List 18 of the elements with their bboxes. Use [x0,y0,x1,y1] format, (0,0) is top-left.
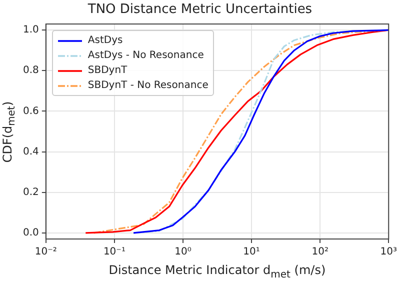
x-tick-label: 10³ [380,246,397,258]
chart-title: TNO Distance Metric Uncertainties [86,2,314,17]
x-tick-label: 10² [312,246,328,258]
legend-label: AstDys [88,35,123,46]
x-tick-label: 10⁰ [174,246,192,258]
legend-label: AstDys - No Resonance [88,50,204,61]
legend-label: SBDynT - No Resonance [88,80,208,91]
x-tick-label: 10⁻¹ [103,246,126,258]
y-tick-label: 0.4 [22,146,39,158]
y-tick-label: 0.0 [22,228,39,239]
x-tick-label: 10⁻² [34,246,57,258]
y-tick-label: 1.0 [22,24,39,36]
x-axis-title: Distance Metric Indicator d$_{met}$ (m/s) [108,262,326,280]
y-tick-label: 0.6 [22,106,39,117]
y-tick-label: 0.2 [22,186,39,198]
legend-label: SBDynT [88,65,128,76]
y-tick-label: 0.8 [22,65,39,76]
x-tick-label: 10¹ [243,246,260,258]
